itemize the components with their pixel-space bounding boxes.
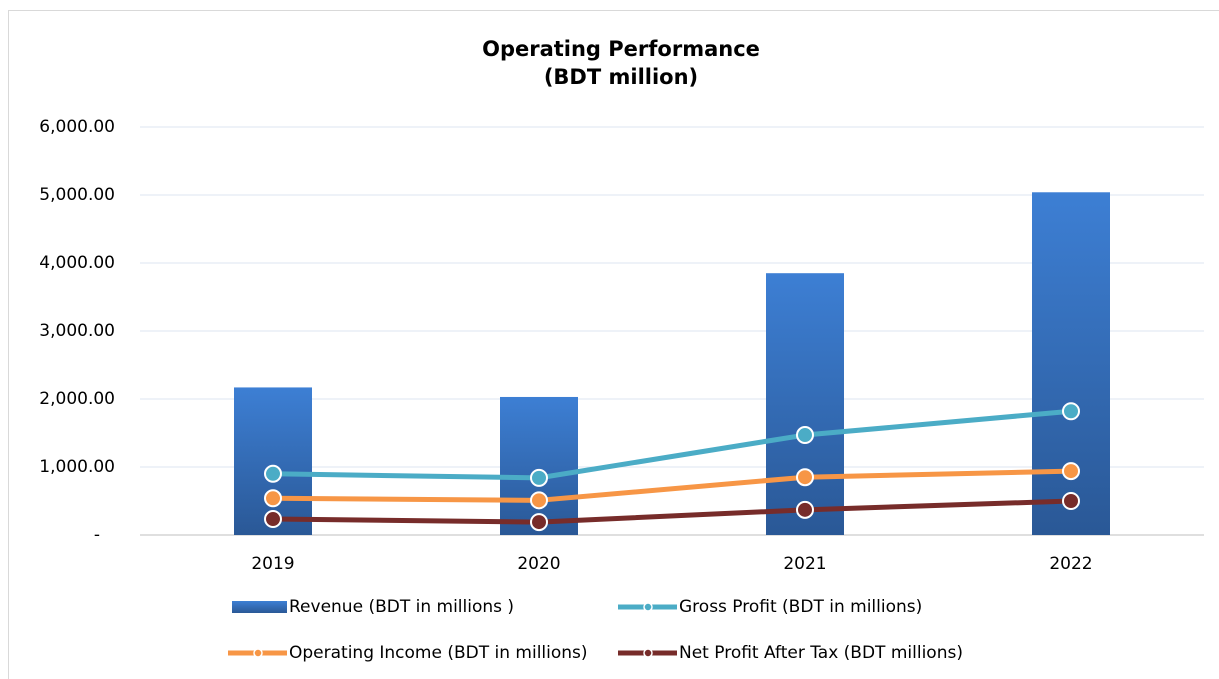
marker [796, 426, 814, 445]
chart-border [8, 10, 1219, 679]
y-tick-label: 4,000.00 [39, 253, 115, 273]
marker [1062, 402, 1080, 421]
legend-label: Operating Income (BDT in millions) [289, 643, 588, 663]
y-tick-label: 3,000.00 [39, 321, 115, 341]
bar [500, 396, 578, 535]
marker [796, 468, 814, 487]
marker [796, 500, 814, 519]
line [272, 498, 1072, 525]
marker [264, 489, 282, 508]
y-tick-label: - [94, 525, 100, 545]
bar [1032, 192, 1110, 535]
x-tick-label: 2019 [251, 554, 294, 574]
line [272, 408, 1072, 481]
marker [530, 513, 548, 532]
y-tick-label: 5,000.00 [39, 185, 115, 205]
legend-marker [643, 648, 653, 658]
bar [766, 273, 844, 535]
y-tick-label: 1,000.00 [39, 457, 115, 477]
x-tick-label: 2022 [1049, 554, 1092, 574]
marker [264, 510, 282, 529]
y-tick-label: 2,000.00 [39, 389, 115, 409]
legend-marker [643, 602, 653, 612]
marker [264, 464, 282, 483]
legend-label: Revenue (BDT in millions ) [289, 597, 514, 617]
x-tick-label: 2020 [517, 554, 560, 574]
legend-marker [253, 648, 263, 658]
chart-title: (BDT million) [544, 65, 698, 89]
legend-label: Gross Profit (BDT in millions) [679, 597, 922, 617]
marker [1062, 492, 1080, 510]
chart-title: Operating Performance [482, 37, 760, 61]
y-tick-label: 6,000.00 [39, 117, 115, 137]
legend-label: Net Profit After Tax (BDT millions) [679, 643, 963, 663]
marker [1062, 462, 1080, 481]
marker [530, 468, 548, 487]
x-tick-label: 2021 [783, 554, 826, 574]
legend-swatch [232, 601, 287, 613]
line [272, 468, 1072, 503]
marker [530, 491, 548, 510]
